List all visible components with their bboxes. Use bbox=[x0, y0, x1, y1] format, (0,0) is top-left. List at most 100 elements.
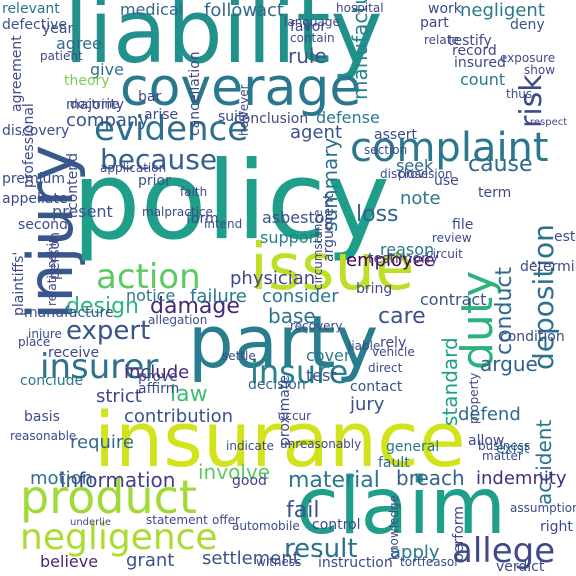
word-respect: respect bbox=[530, 117, 568, 128]
word-contain: contain bbox=[290, 31, 335, 45]
word-support: support bbox=[260, 228, 322, 247]
word-present: present bbox=[52, 202, 113, 221]
word-know: manufacturer bbox=[348, 0, 372, 100]
word-grant: grant bbox=[126, 550, 175, 571]
word-underlie: underlie bbox=[70, 517, 111, 528]
word-follow: follow bbox=[204, 0, 258, 21]
word-appellate: appellate bbox=[2, 191, 68, 207]
word-coverage: coverage bbox=[120, 58, 362, 118]
word-person: person bbox=[47, 232, 63, 280]
word-act: act bbox=[256, 0, 284, 21]
word-form: form bbox=[186, 211, 219, 227]
word-fault: fault bbox=[378, 455, 410, 471]
word-reasonable: reasonable bbox=[10, 429, 77, 443]
word-insurance: insurance bbox=[94, 395, 466, 484]
word-suit: suit bbox=[218, 109, 244, 125]
word-agree: agree bbox=[56, 34, 102, 53]
word-unreasonably: unreasonably bbox=[280, 437, 362, 451]
word-asbestos: asbestos bbox=[262, 208, 333, 227]
word-recovery: recovery bbox=[290, 319, 343, 333]
word-majority: majority bbox=[66, 97, 125, 113]
word-contend: contend bbox=[65, 153, 81, 210]
word-allegation: allegation bbox=[148, 313, 208, 327]
word-term: term bbox=[478, 185, 512, 201]
word-care: care bbox=[378, 304, 426, 329]
word-section: section bbox=[364, 143, 408, 157]
word-action: action bbox=[96, 257, 201, 297]
word-place: place bbox=[18, 335, 51, 349]
word-result: result bbox=[284, 534, 358, 564]
word-vehicle: vehicle bbox=[372, 345, 415, 359]
word-test: test bbox=[306, 366, 337, 385]
word-work: work bbox=[428, 1, 462, 17]
word-prove: prove bbox=[138, 369, 178, 385]
word-require: require bbox=[70, 432, 134, 453]
word-cover: cover bbox=[306, 346, 351, 365]
word-party: party bbox=[188, 300, 379, 384]
word-conclude: conclude bbox=[20, 373, 84, 389]
word-automobile: automobile bbox=[232, 519, 300, 533]
word-patient: patient bbox=[40, 49, 83, 63]
word-strict: strict bbox=[96, 386, 142, 407]
word-note: note bbox=[400, 188, 441, 209]
word-argue: argue bbox=[480, 352, 538, 376]
word-verdict: verdict bbox=[496, 559, 545, 575]
word-language: language bbox=[284, 15, 340, 29]
word-however: however bbox=[237, 84, 251, 136]
word-motion: motion bbox=[30, 468, 94, 489]
word-insured: insured bbox=[454, 55, 506, 71]
word-employee: employee bbox=[346, 250, 435, 271]
word-count: count bbox=[460, 70, 506, 89]
word-medical: medical bbox=[120, 0, 184, 19]
word-hospital: hospital bbox=[336, 1, 384, 15]
word-malpractice: malpractice bbox=[142, 205, 213, 219]
word-expert: expert bbox=[66, 316, 151, 346]
word-believe: believe bbox=[40, 552, 99, 571]
word-perform: perform bbox=[451, 506, 467, 562]
word-general: general bbox=[386, 439, 440, 455]
word-condition: condition bbox=[500, 329, 565, 345]
word-reason: reason bbox=[380, 240, 435, 259]
word-premium: premium bbox=[2, 171, 65, 187]
word-proximate: proximate bbox=[277, 375, 293, 446]
word-professional: professional bbox=[21, 103, 37, 188]
word-relate: relate bbox=[424, 33, 459, 47]
word-conclusion: conclusion bbox=[234, 111, 309, 127]
word-agreement: agreement bbox=[9, 35, 25, 112]
word-favor: favor bbox=[290, 19, 327, 35]
word-apply: apply bbox=[390, 542, 440, 563]
word-discovery: discovery bbox=[2, 123, 70, 139]
word-complaint: complaint bbox=[350, 125, 549, 171]
word-testimony: testimony bbox=[368, 251, 439, 267]
word-basis: basis bbox=[24, 409, 60, 425]
word-rule: rule bbox=[288, 44, 327, 68]
word-injure: injure bbox=[28, 327, 62, 341]
word-liability: liability bbox=[64, 0, 383, 83]
word-seek: seek bbox=[396, 156, 434, 175]
word-agent: agent bbox=[290, 122, 342, 143]
word-failure: failure bbox=[190, 286, 247, 307]
word-settlement: settlement bbox=[202, 548, 300, 569]
word-design: design bbox=[66, 294, 139, 319]
word-negligent: negligent bbox=[460, 0, 545, 21]
word-review: review bbox=[432, 231, 472, 245]
word-contribution: contribution bbox=[124, 406, 234, 427]
word-good: good bbox=[232, 473, 267, 489]
word-establish: establish bbox=[554, 229, 576, 245]
word-prior: prior bbox=[138, 173, 171, 189]
word-business: business bbox=[478, 439, 531, 453]
word-consider: consider bbox=[262, 286, 339, 307]
word-plaintiffs-: plaintiffs' bbox=[11, 251, 27, 316]
word-occur: occur bbox=[278, 409, 312, 423]
word-cause: cause bbox=[468, 152, 533, 177]
word-indicate: indicate bbox=[226, 439, 274, 453]
word-notice: notice bbox=[126, 286, 176, 305]
word-second: second bbox=[18, 217, 68, 233]
word-jury: jury bbox=[350, 394, 385, 415]
word-relevant: relevant bbox=[2, 1, 60, 17]
word-information: information bbox=[60, 468, 176, 492]
word-circuit: circuit bbox=[426, 247, 463, 261]
word-standard: standard bbox=[438, 337, 462, 426]
word-defend: defend bbox=[458, 404, 521, 425]
